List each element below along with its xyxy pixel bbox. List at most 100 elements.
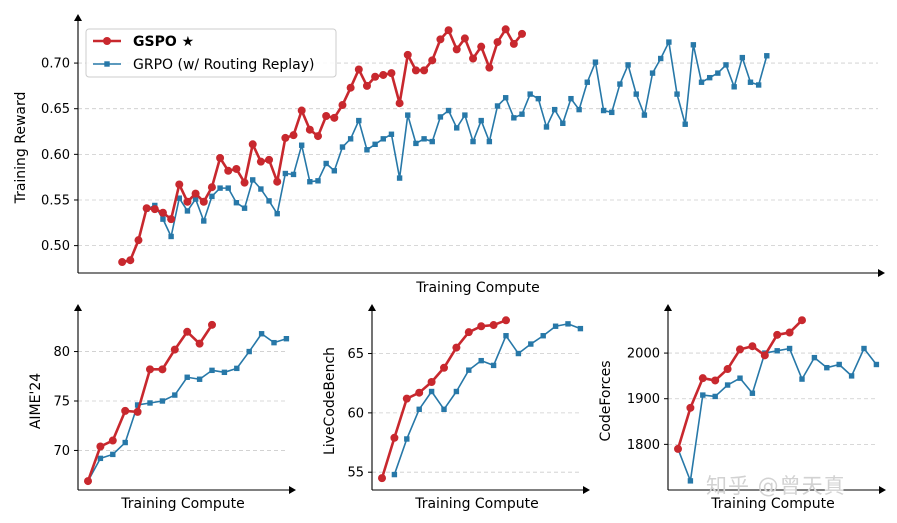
grpo-point: [372, 141, 378, 148]
grpo-point: [543, 124, 550, 130]
grpo-point: [470, 138, 476, 145]
grpo-point: [454, 125, 460, 131]
gspo-point: [126, 256, 135, 265]
legend-gspo-label: GSPO ★: [133, 34, 194, 50]
grpo-point: [225, 185, 231, 191]
gspo-point: [485, 63, 494, 72]
grpo-point: [462, 112, 468, 118]
gspo-point: [232, 164, 241, 173]
grpo-point: [617, 81, 623, 87]
gspo-point: [224, 166, 233, 175]
gspo-point: [216, 153, 225, 162]
grpo-point: [122, 439, 128, 446]
gspo-point: [142, 204, 151, 213]
grpo-point: [221, 369, 228, 376]
gspo-point: [773, 330, 782, 339]
grpo-point: [700, 392, 706, 398]
grpo-point: [356, 117, 362, 124]
gspo-point: [711, 376, 720, 385]
legend-grpo-label: GRPO (w/ Routing Replay): [133, 57, 315, 73]
legend: GSPO ★ GRPO (w/ Routing Replay): [85, 28, 337, 78]
gspo-point: [493, 38, 502, 47]
gspo-point: [354, 65, 363, 74]
grpo-point: [747, 79, 754, 85]
grpo-point: [437, 114, 444, 120]
grpo-point: [774, 348, 780, 354]
grpo-point: [413, 140, 419, 147]
gspo-point: [674, 444, 682, 453]
grpo-point: [209, 193, 215, 200]
gspo-point: [146, 365, 154, 374]
grpo-point: [233, 200, 240, 206]
gspo-point: [265, 155, 274, 164]
gspo-point: [167, 215, 176, 224]
grpo-point: [527, 91, 533, 97]
gspo-line: [676, 319, 803, 450]
gspo-point: [195, 339, 204, 348]
grpo-point: [515, 350, 522, 357]
x-axis-label: Training Compute: [415, 280, 540, 296]
grpo-point: [159, 398, 166, 404]
grpo-point: [283, 336, 290, 342]
chart-reward: 0.50 0.55 0.60 0.65 0.70 Training Compute Trai…: [13, 14, 885, 296]
gspo-point: [403, 50, 412, 59]
grpo-point: [209, 367, 215, 374]
gspo-point: [248, 140, 257, 149]
gspo-point: [183, 327, 192, 336]
gspo-point: [134, 236, 143, 245]
y-axis-arrow: [74, 14, 82, 21]
grpo-point: [339, 144, 346, 150]
grpo-point: [503, 333, 509, 339]
grpo-point: [600, 107, 607, 114]
gspo-point: [444, 26, 453, 35]
grpo-point: [511, 115, 517, 121]
grpo-point: [592, 59, 599, 65]
grpo-point: [258, 186, 264, 192]
legend-grpo-marker: [104, 61, 110, 67]
gspo-point: [436, 35, 445, 44]
x-axis-arrow: [289, 486, 296, 494]
grpo-point: [388, 131, 395, 137]
grpo-point: [576, 106, 582, 113]
gspo-point: [477, 322, 486, 331]
gspo-point: [395, 99, 404, 108]
gspo-point: [477, 42, 486, 51]
gspo-point: [256, 157, 265, 166]
gspo-point: [518, 29, 526, 38]
grpo-point: [486, 138, 493, 145]
gspo-point: [748, 342, 757, 351]
gspo-point: [297, 106, 306, 115]
grpo-point: [731, 84, 737, 90]
gspo-point: [362, 81, 371, 90]
gspo-point: [170, 345, 179, 354]
gspo-point: [686, 403, 695, 412]
grpo-point: [421, 136, 427, 142]
grpo-point: [217, 185, 223, 191]
gspo-point: [411, 66, 420, 75]
grpo-point: [799, 376, 805, 382]
gspo-point: [208, 320, 216, 329]
grpo-point: [687, 478, 694, 484]
gspo-point: [469, 54, 478, 63]
grpo-point: [739, 54, 746, 61]
grpo-point: [540, 333, 546, 339]
grpo-point: [633, 91, 639, 97]
grpo-point: [764, 53, 770, 59]
gspo-point: [183, 197, 192, 206]
grpo-point: [453, 388, 460, 395]
grpo-point: [502, 95, 509, 101]
grpo-point: [712, 393, 718, 400]
grpo-point: [282, 170, 289, 177]
grpo-point: [577, 325, 584, 332]
y-tick-label: 0.50: [41, 239, 70, 254]
grpo-point: [331, 168, 338, 174]
y-tick-label: 0.70: [41, 57, 70, 72]
grpo-point: [551, 106, 558, 113]
grpo-point: [706, 74, 713, 81]
grpo-point: [478, 117, 484, 124]
watermark: 知乎 @曾天真: [706, 474, 846, 498]
y-axis-arrow: [74, 304, 82, 311]
grpo-point: [315, 178, 321, 184]
gspo-point: [96, 442, 105, 451]
y-tick-label: 75: [53, 395, 70, 410]
